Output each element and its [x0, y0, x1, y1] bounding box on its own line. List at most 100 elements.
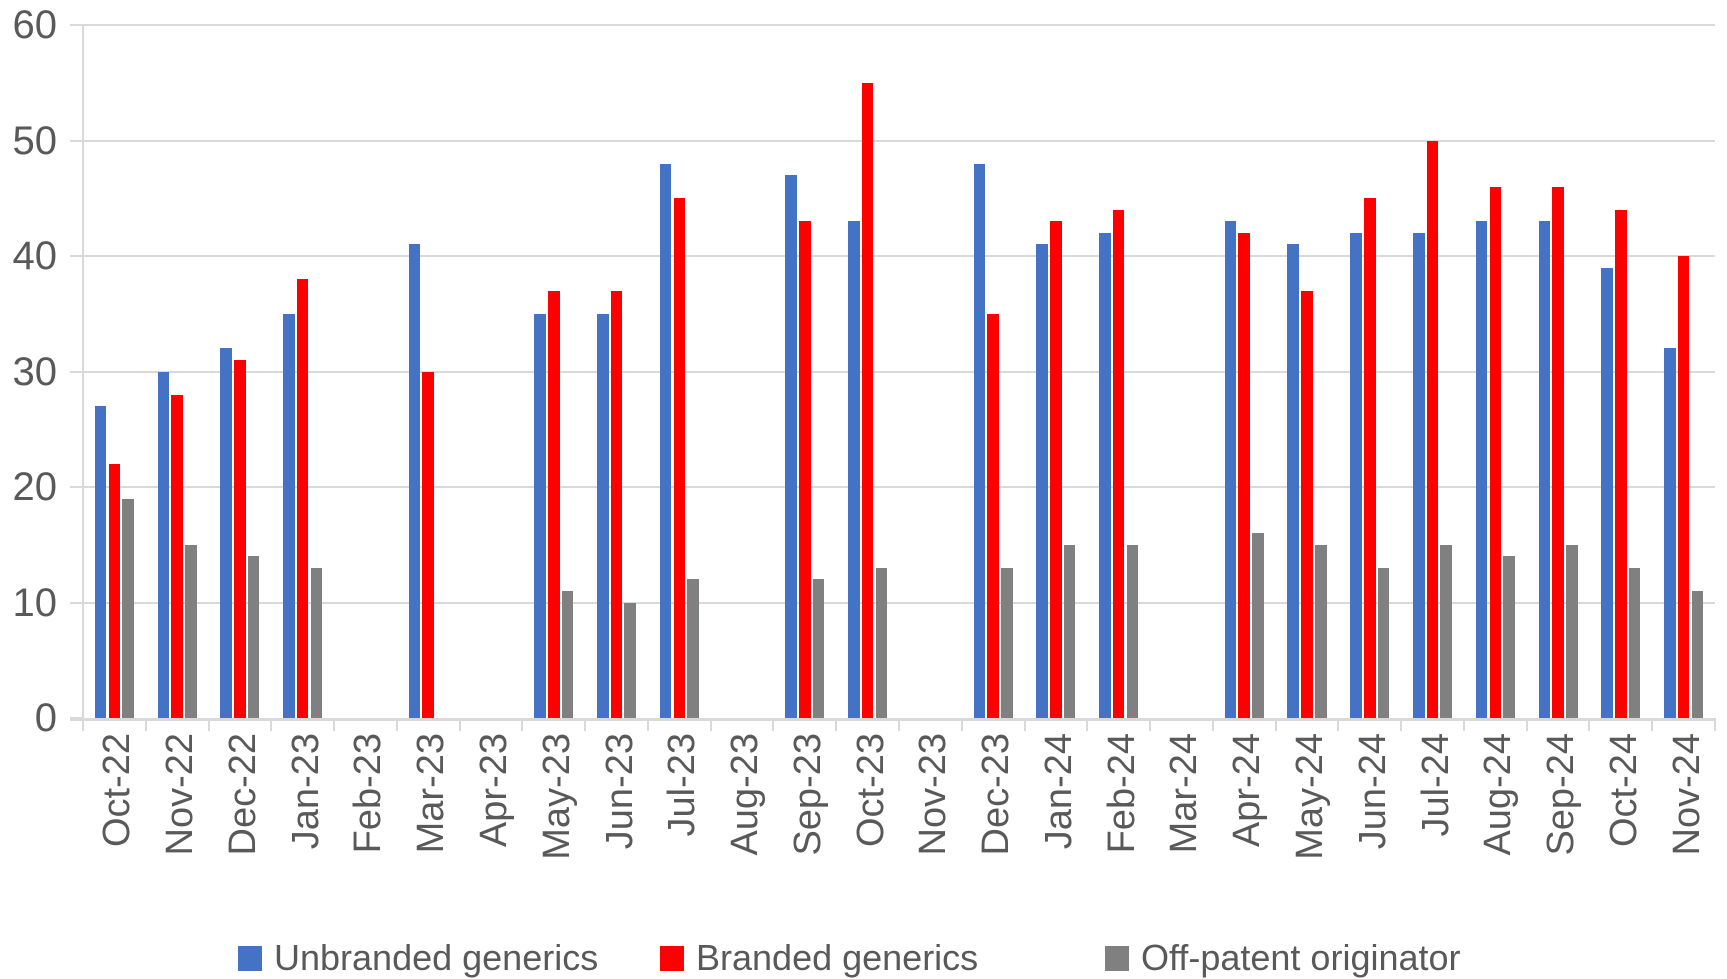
x-axis-tick: [1211, 718, 1214, 731]
x-axis-tick: [584, 718, 587, 731]
bar-branded-generics-nov-24: [1677, 256, 1690, 718]
y-axis-label: 30: [12, 349, 58, 394]
bar-branded-generics-sep-23: [799, 221, 811, 718]
legend-label: Unbranded generics: [274, 937, 599, 978]
x-axis-label-feb-24: Feb-24: [1100, 733, 1143, 854]
bar-unbranded-generics-nov-24: [1664, 348, 1676, 718]
bar-unbranded-generics-may-23: [534, 313, 546, 718]
bar-off-patent-originator-dec-22: [247, 556, 260, 718]
x-axis-label-nov-23: Nov-23: [912, 733, 955, 856]
bar-branded-generics-nov-22: [171, 394, 183, 718]
x-axis-label-mar-24: Mar-24: [1163, 733, 1206, 854]
bar-branded-generics-dec-23: [987, 313, 999, 718]
x-axis-label-aug-24: Aug-24: [1477, 733, 1520, 856]
bar-branded-generics-aug-24: [1489, 186, 1502, 718]
x-axis-tick: [1274, 718, 1277, 731]
y-axis-tick-30: [70, 370, 83, 373]
x-axis-tick: [144, 718, 147, 731]
x-axis-tick: [646, 718, 649, 731]
x-axis-label-apr-23: Apr-23: [473, 733, 515, 848]
y-axis-tick-60: [70, 24, 83, 26]
x-axis-tick: [395, 718, 398, 731]
bar-off-patent-originator-jul-23: [687, 579, 699, 718]
bar-branded-generics-oct-23: [861, 82, 874, 718]
bar-branded-generics-oct-24: [1615, 209, 1627, 718]
x-axis-label-jan-24: Jan-24: [1037, 733, 1080, 850]
bar-branded-generics-jun-24: [1363, 198, 1376, 718]
bar-unbranded-generics-nov-22: [157, 371, 170, 718]
bar-unbranded-generics-jul-23: [659, 163, 672, 718]
x-axis-tick: [521, 718, 524, 731]
bar-unbranded-generics-sep-23: [785, 175, 797, 718]
x-axis-label-may-23: May-23: [535, 733, 578, 860]
bar-off-patent-originator-oct-22: [122, 498, 134, 718]
x-axis-label-sep-23: Sep-23: [786, 733, 829, 856]
bar-off-patent-originator-jul-24: [1440, 544, 1453, 718]
legend: Unbranded generics Branded generics Off-pa…: [0, 936, 1727, 979]
bar-branded-generics-jun-23: [610, 290, 623, 718]
y-axis-label: 10: [12, 580, 58, 625]
x-axis-label-may-24: May-24: [1289, 733, 1331, 860]
bar-branded-generics-may-23: [547, 290, 560, 718]
x-axis-label-oct-23: Oct-23: [849, 733, 892, 848]
x-axis-label-aug-23: Aug-23: [724, 733, 767, 856]
y-axis-line: [82, 25, 84, 721]
bar-off-patent-originator-sep-23: [812, 579, 825, 718]
x-axis-label-oct-22: Oct-22: [96, 733, 139, 848]
bar-unbranded-generics-jun-24: [1350, 232, 1362, 718]
x-axis-tick: [1337, 718, 1340, 731]
legend-label: Branded generics: [696, 937, 979, 978]
gridline-y-20: [83, 486, 1715, 488]
x-axis-tick: [1714, 718, 1716, 731]
legend-swatch-icon: [1105, 945, 1129, 971]
bar-off-patent-originator-jan-23: [310, 567, 323, 718]
y-axis-tick-40: [70, 255, 83, 257]
bar-unbranded-generics-jan-24: [1036, 244, 1048, 718]
legend-item-off-patent-originator: Off-patent originator: [1105, 936, 1461, 979]
bar-branded-generics-dec-22: [234, 359, 246, 718]
x-axis-tick: [1525, 718, 1528, 731]
x-axis-tick: [1086, 718, 1089, 731]
bar-unbranded-generics-oct-22: [94, 406, 107, 718]
x-axis-tick: [1400, 718, 1403, 731]
x-axis-tick: [207, 718, 210, 731]
x-axis-label-jan-23: Jan-23: [284, 733, 327, 850]
bar-off-patent-originator-jun-24: [1377, 567, 1390, 718]
y-axis-tick-20: [70, 486, 83, 488]
bar-off-patent-originator-may-23: [561, 590, 574, 718]
bar-branded-generics-jul-24: [1426, 140, 1439, 718]
x-axis-tick: [898, 718, 900, 731]
x-axis-label-jun-23: Jun-23: [598, 733, 641, 850]
bar-unbranded-generics-dec-22: [220, 348, 232, 718]
bar-branded-generics-sep-24: [1552, 186, 1564, 718]
bar-unbranded-generics-oct-23: [848, 221, 860, 718]
bar-unbranded-generics-dec-23: [973, 163, 986, 718]
bar-off-patent-originator-nov-22: [185, 544, 197, 718]
x-axis-tick: [1149, 718, 1152, 731]
x-axis-label-dec-22: Dec-22: [221, 733, 264, 856]
x-axis-label-oct-24: Oct-24: [1602, 733, 1645, 848]
bar-off-patent-originator-nov-24: [1691, 590, 1704, 718]
bar-branded-generics-apr-24: [1238, 232, 1251, 718]
gridline-y-30: [83, 370, 1715, 373]
y-axis-label: 50: [12, 118, 58, 163]
bar-branded-generics-jan-23: [296, 279, 309, 718]
x-axis-label-jul-23: Jul-23: [661, 733, 704, 837]
bar-off-patent-originator-jan-24: [1063, 544, 1076, 718]
x-axis-label-jul-24: Jul-24: [1414, 733, 1457, 837]
bar-branded-generics-may-24: [1301, 290, 1313, 718]
legend-swatch-icon: [238, 945, 262, 971]
x-axis-tick: [1023, 718, 1026, 731]
y-axis-tick-10: [70, 601, 83, 604]
bar-off-patent-originator-oct-23: [875, 567, 888, 718]
x-axis-tick: [1651, 718, 1654, 731]
bar-unbranded-generics-feb-24: [1099, 232, 1111, 718]
bar-off-patent-originator-apr-24: [1252, 533, 1264, 718]
x-axis-label-apr-24: Apr-24: [1226, 733, 1269, 848]
x-axis-line: [70, 718, 1715, 721]
bar-off-patent-originator-sep-24: [1566, 544, 1578, 718]
bar-off-patent-originator-dec-23: [1001, 567, 1013, 718]
legend-label: Off-patent originator: [1141, 937, 1461, 978]
bar-off-patent-originator-aug-24: [1503, 556, 1515, 718]
legend-swatch-icon: [660, 945, 684, 971]
